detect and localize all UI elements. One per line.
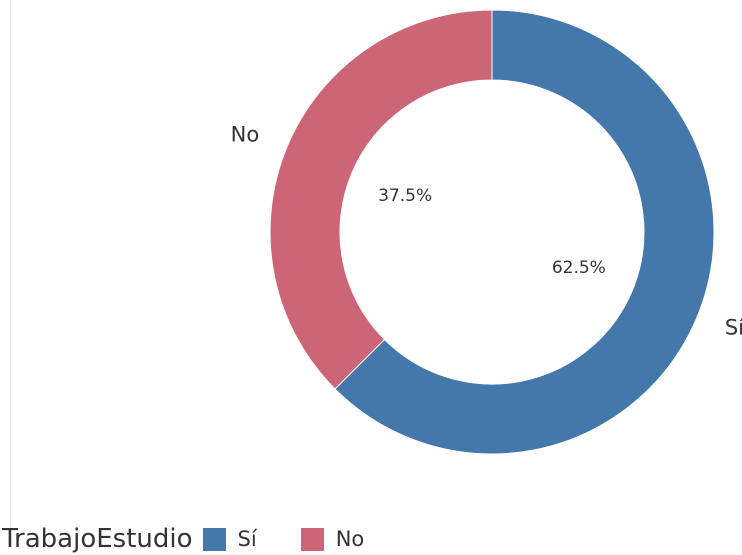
slice-si[interactable] — [334, 9, 715, 455]
divider — [10, 0, 11, 545]
legend-item-no[interactable]: No — [300, 527, 365, 551]
legend: TrabajoEstudio Sí No — [2, 522, 408, 555]
percent-label-si: 62.5% — [552, 258, 606, 278]
legend-swatch-no — [300, 527, 324, 551]
legend-label-si: Sí — [237, 527, 257, 551]
legend-swatch-si — [202, 527, 226, 551]
donut-chart: 62.5% Sí 37.5% No — [231, 9, 742, 455]
legend-title: TrabajoEstudio — [2, 524, 193, 554]
category-label-no: No — [231, 123, 260, 147]
percent-label-no: 37.5% — [378, 186, 432, 206]
category-label-si: Sí — [725, 315, 742, 339]
slice-no[interactable] — [269, 9, 493, 390]
legend-label-no: No — [335, 527, 365, 551]
legend-item-si[interactable]: Sí — [202, 527, 257, 551]
